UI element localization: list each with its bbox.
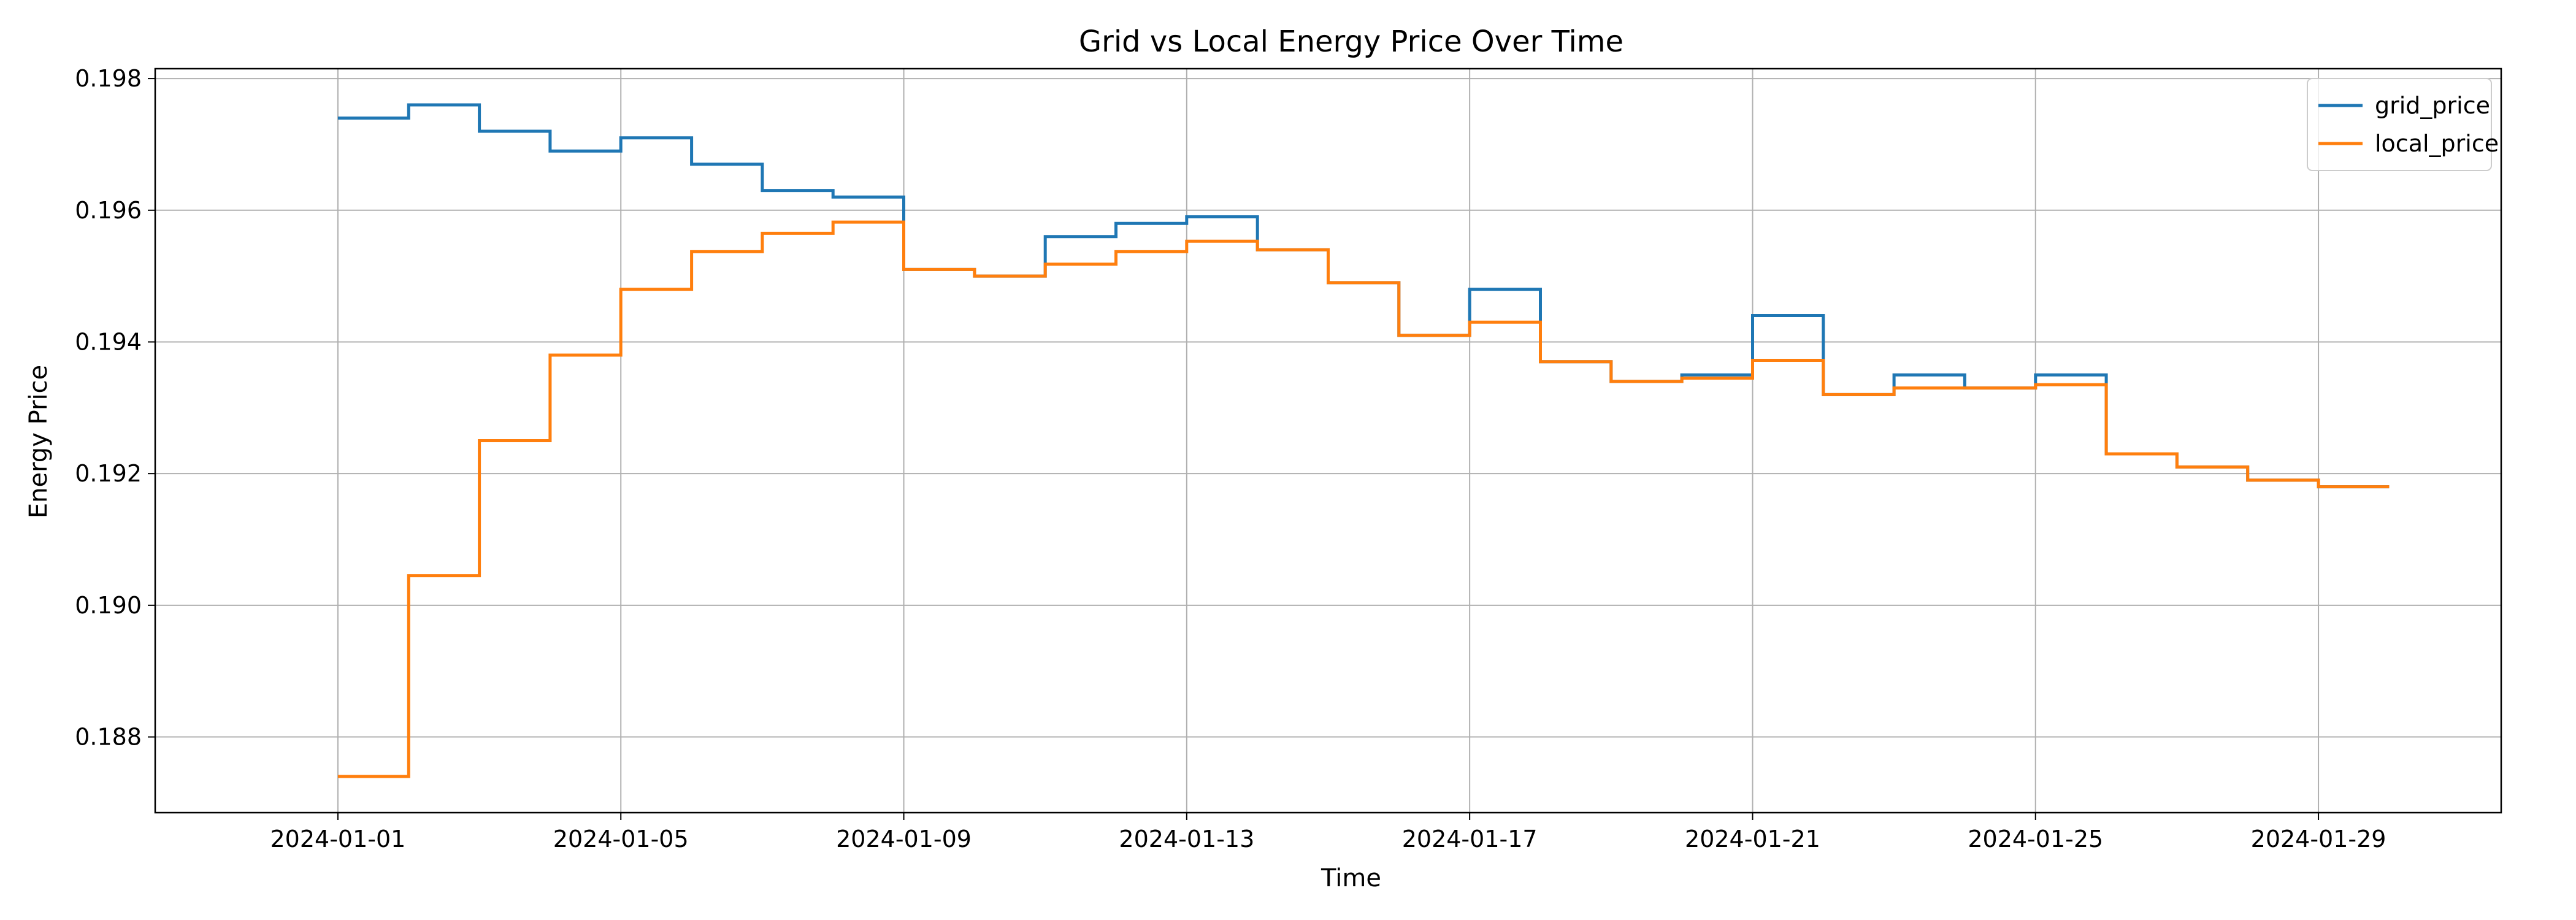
x-tick-label: 2024-01-01: [270, 826, 406, 853]
y-tick-label: 0.192: [75, 460, 142, 487]
y-tick-label: 0.194: [75, 328, 142, 355]
x-tick-label: 2024-01-25: [1968, 826, 2103, 853]
legend-label-grid-price: grid_price: [2375, 92, 2490, 119]
x-tick-label: 2024-01-09: [836, 826, 972, 853]
chart-title: Grid vs Local Energy Price Over Time: [1079, 25, 1623, 59]
legend: grid_price local_price: [2307, 78, 2499, 171]
legend-label-local-price: local_price: [2375, 130, 2499, 157]
y-axis: 0.188 0.190 0.192 0.194 0.196 0.198: [75, 65, 155, 751]
x-tick-label: 2024-01-05: [553, 826, 689, 853]
plot-frame: [154, 67, 2502, 814]
x-tick-label: 2024-01-13: [1119, 826, 1254, 853]
series-lines: [337, 103, 2390, 778]
y-tick-label: 0.190: [75, 592, 142, 619]
series-line-local-price: [337, 220, 2390, 778]
x-tick-label: 2024-01-29: [2251, 826, 2386, 853]
x-axis-label: Time: [1321, 864, 1381, 892]
y-tick-label: 0.198: [75, 65, 142, 92]
x-tick-label: 2024-01-17: [1402, 826, 1538, 853]
x-tick-label: 2024-01-21: [1685, 826, 1820, 853]
grid-lines: [155, 69, 2501, 813]
y-axis-label: Energy Price: [25, 365, 53, 518]
x-axis: 2024-01-01 2024-01-05 2024-01-09 2024-01-13…: [270, 813, 2386, 853]
legend-box: [2307, 78, 2492, 171]
y-tick-label: 0.196: [75, 197, 142, 224]
y-tick-label: 0.188: [75, 724, 142, 751]
